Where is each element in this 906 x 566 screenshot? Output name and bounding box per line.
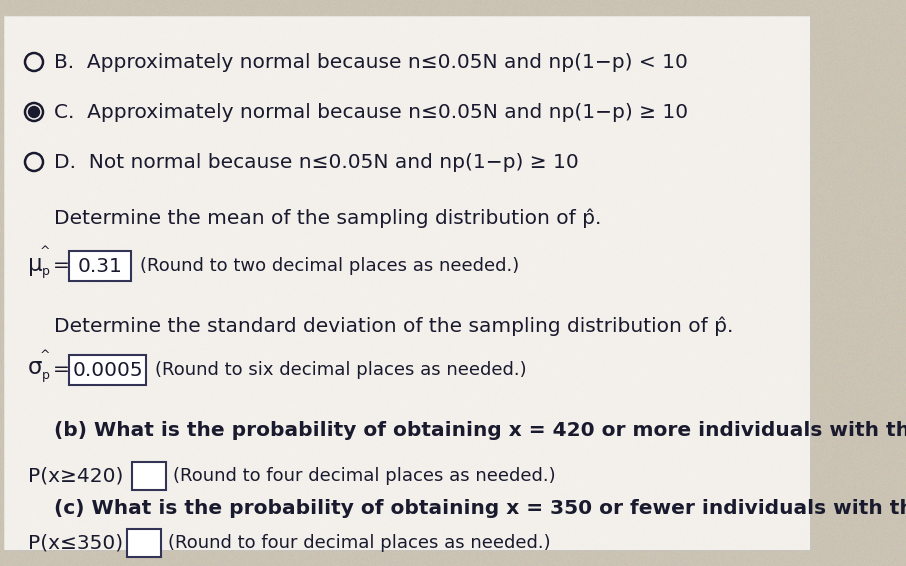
Text: B.  Approximately normal because n≤0.05N and np(1−p) < 10: B. Approximately normal because n≤0.05N … [54,53,688,71]
Text: ^: ^ [40,245,51,258]
Text: ^: ^ [40,349,51,362]
Text: (b) What is the probability of obtaining x = 420 or more individuals with the ch: (b) What is the probability of obtaining… [54,421,906,440]
Text: (c) What is the probability of obtaining x = 350 or fewer individuals with the c: (c) What is the probability of obtaining… [54,499,906,517]
Text: 0.31: 0.31 [78,256,122,276]
FancyBboxPatch shape [4,16,810,550]
Text: μ: μ [28,252,43,276]
Text: P(x≤350) =: P(x≤350) = [28,534,147,552]
Text: (Round to four decimal places as needed.): (Round to four decimal places as needed.… [168,534,551,552]
Circle shape [28,106,40,118]
Text: =: = [53,256,70,276]
Text: C.  Approximately normal because n≤0.05N and np(1−p) ≥ 10: C. Approximately normal because n≤0.05N … [54,102,689,122]
FancyBboxPatch shape [69,251,131,281]
Text: D.  Not normal because n≤0.05N and np(1−p) ≥ 10: D. Not normal because n≤0.05N and np(1−p… [54,152,579,171]
Text: =: = [53,361,70,379]
Text: 0.0005: 0.0005 [72,361,143,379]
FancyBboxPatch shape [132,462,166,490]
Text: p: p [42,265,50,278]
Text: P(x≥420) =: P(x≥420) = [28,466,147,486]
FancyBboxPatch shape [69,355,146,385]
Text: (Round to two decimal places as needed.): (Round to two decimal places as needed.) [140,257,519,275]
Text: (Round to six decimal places as needed.): (Round to six decimal places as needed.) [155,361,526,379]
Text: p: p [42,370,50,383]
Text: Determine the standard deviation of the sampling distribution of p̂.: Determine the standard deviation of the … [54,316,733,336]
FancyBboxPatch shape [127,529,161,557]
Text: (Round to four decimal places as needed.): (Round to four decimal places as needed.… [173,467,555,485]
Text: σ: σ [28,357,43,379]
Text: Determine the mean of the sampling distribution of p̂.: Determine the mean of the sampling distr… [54,208,602,228]
